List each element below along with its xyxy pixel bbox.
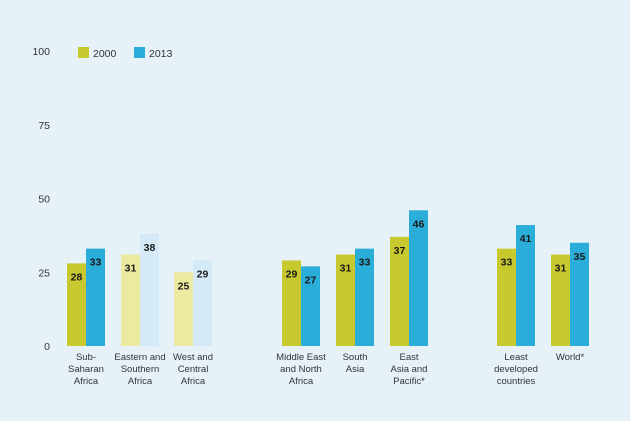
legend-label-2000: 2000	[93, 48, 117, 60]
bar-2000-7	[551, 254, 570, 346]
y-axis: 0 25 50 75 100	[32, 46, 50, 353]
category-label: Least developed countries	[494, 352, 538, 387]
data-label-2013-2: 29	[197, 268, 209, 280]
data-label-2013-0: 33	[90, 257, 102, 269]
data-label-2013-5: 46	[413, 218, 425, 230]
data-label-2000-4: 31	[340, 263, 352, 275]
bar-2000-6	[497, 248, 516, 346]
category-label: Eastern and Southern Africa	[114, 352, 165, 387]
bar-2000-4	[336, 254, 355, 346]
data-label-2013-4: 33	[359, 257, 371, 269]
bar-2000-5	[390, 236, 409, 346]
legend-label-2013: 2013	[149, 48, 173, 60]
bar-2013-1	[140, 233, 159, 346]
data-label-2013-6: 41	[520, 233, 532, 245]
bar-2000-1	[121, 254, 140, 346]
data-label-2000-0: 28	[71, 271, 83, 283]
bar-2013-6	[516, 225, 535, 346]
data-label-2000-1: 31	[125, 263, 137, 275]
data-label-2013-3: 27	[305, 274, 317, 286]
bar-2013-4	[355, 248, 374, 346]
bar-2000-0	[67, 263, 86, 346]
bar-2013-5	[409, 210, 428, 346]
y-tick-label: 0	[44, 341, 50, 353]
category-labels: Sub-Saharan Africa Eastern and Southern Afri…	[68, 352, 584, 387]
data-label-2000-3: 29	[286, 268, 298, 280]
data-label-2013-7: 35	[574, 251, 586, 263]
data-label-2000-7: 31	[555, 263, 567, 275]
y-tick-label: 100	[32, 46, 50, 58]
category-label: World*	[556, 352, 585, 363]
legend-swatch-2000	[78, 47, 89, 58]
y-tick-label: 50	[38, 194, 50, 206]
data-label-2000-2: 25	[178, 280, 190, 292]
y-tick-label: 75	[38, 120, 50, 132]
category-label: South Asia	[343, 352, 368, 375]
legend-swatch-2013	[134, 47, 145, 58]
bar-2013-2	[193, 260, 212, 346]
bar-2013-3	[301, 266, 320, 346]
bars: 28 33 31 38 25 29 29 27 31 33 37 46 33 41 31 35	[67, 210, 589, 346]
bar-2013-7	[570, 242, 589, 346]
legend: 2000 2013	[78, 47, 173, 60]
y-tick-label: 25	[38, 267, 50, 279]
bar-2013-0	[86, 248, 105, 346]
category-label: Middle East and North Africa	[276, 352, 326, 387]
category-label: East Asia and Pacific*	[391, 352, 428, 387]
data-label-2013-1: 38	[144, 242, 156, 254]
category-label: West and Central Africa	[173, 352, 213, 387]
data-label-2000-6: 33	[501, 257, 513, 269]
data-label-2000-5: 37	[394, 245, 406, 257]
category-label: Sub-Saharan Africa	[68, 352, 104, 387]
bar-2000-3	[282, 260, 301, 346]
bar-2000-2	[174, 272, 193, 346]
